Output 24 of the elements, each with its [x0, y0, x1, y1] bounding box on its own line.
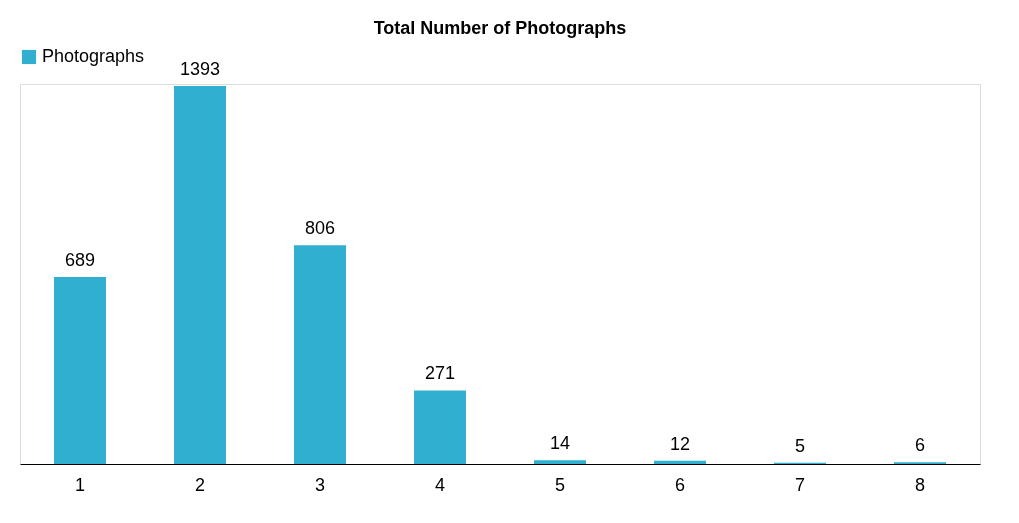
x-tick-label: 7	[794, 474, 806, 495]
data-label: 806	[304, 218, 336, 239]
bar	[414, 390, 466, 464]
data-label: 14	[549, 433, 571, 454]
bar	[294, 245, 346, 464]
x-tick-label: 6	[674, 474, 686, 495]
x-tick-label: 4	[434, 474, 446, 495]
data-label: 1393	[179, 58, 221, 79]
bar	[654, 460, 706, 464]
x-tick-label: 8	[914, 474, 926, 495]
chart-title: Total Number of Photographs	[373, 18, 627, 38]
data-label: 6	[914, 435, 926, 456]
data-label: 689	[64, 249, 96, 270]
x-tick-label: 3	[314, 474, 326, 495]
data-label: 12	[669, 433, 691, 454]
bar	[54, 276, 106, 464]
x-tick-label: 2	[194, 474, 206, 495]
legend-label: Photographs	[42, 46, 145, 66]
x-tick-label: 1	[74, 474, 86, 495]
data-label: 271	[424, 363, 456, 384]
bar	[174, 85, 226, 464]
data-label: 5	[794, 435, 806, 456]
x-tick-label: 5	[554, 474, 566, 495]
bar	[534, 460, 586, 464]
